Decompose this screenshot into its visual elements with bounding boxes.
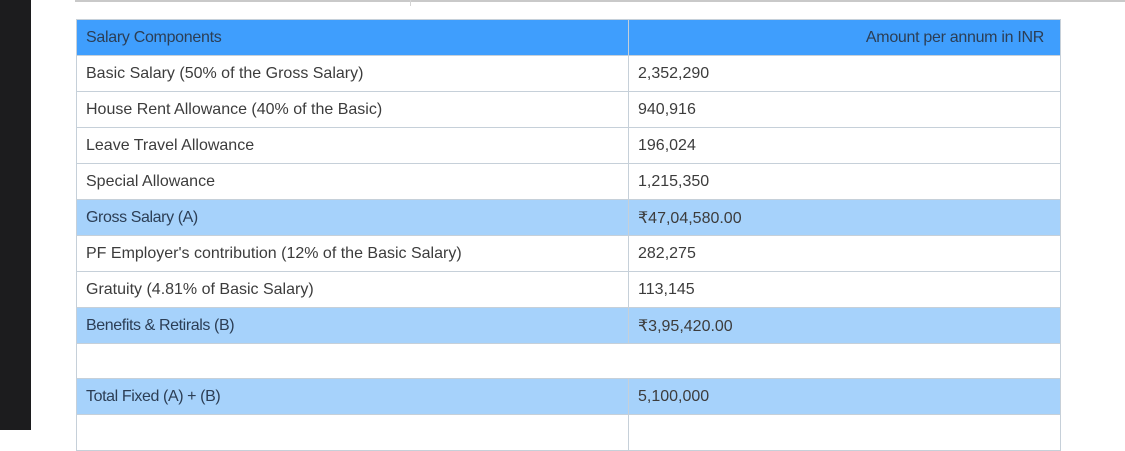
salary-breakdown-table: Salary Components Amount per annum in IN… bbox=[76, 19, 1061, 451]
table-row-hra: House Rent Allowance (40% of the Basic) … bbox=[76, 91, 1061, 128]
table-row-partial bbox=[76, 414, 1061, 451]
subtotal-label: Gross Salary (A) bbox=[76, 199, 629, 236]
subtotal-label: Benefits & Retirals (B) bbox=[76, 307, 629, 344]
spacer-cell bbox=[76, 343, 1061, 379]
table-row-lta: Leave Travel Allowance 196,024 bbox=[76, 127, 1061, 164]
table-header-row: Salary Components Amount per annum in IN… bbox=[76, 19, 1061, 56]
table-row-benefits-retirals: Benefits & Retirals (B) ₹3,95,420.00 bbox=[76, 307, 1061, 344]
salary-table-container: Salary Components Amount per annum in IN… bbox=[76, 19, 1061, 451]
row-label bbox=[76, 414, 629, 451]
table-row-total-fixed: Total Fixed (A) + (B) 5,100,000 bbox=[76, 378, 1061, 415]
row-label: Basic Salary (50% of the Gross Salary) bbox=[76, 55, 629, 92]
table-row-spacer bbox=[76, 343, 1061, 379]
subtotal-value: ₹47,04,580.00 bbox=[628, 199, 1061, 236]
table-row-pf-contribution: PF Employer's contribution (12% of the B… bbox=[76, 235, 1061, 272]
row-label: Special Allowance bbox=[76, 163, 629, 200]
total-value: 5,100,000 bbox=[628, 378, 1061, 415]
total-label: Total Fixed (A) + (B) bbox=[76, 378, 629, 415]
row-label: Leave Travel Allowance bbox=[76, 127, 629, 164]
row-value: 2,352,290 bbox=[628, 55, 1061, 92]
table-row-basic-salary: Basic Salary (50% of the Gross Salary) 2… bbox=[76, 55, 1061, 92]
row-value: 1,215,350 bbox=[628, 163, 1061, 200]
row-value: 940,916 bbox=[628, 91, 1061, 128]
row-label: PF Employer's contribution (12% of the B… bbox=[76, 235, 629, 272]
header-amount: Amount per annum in INR bbox=[628, 19, 1061, 56]
subtotal-value: ₹3,95,420.00 bbox=[628, 307, 1061, 344]
row-value bbox=[628, 414, 1061, 451]
row-value: 282,275 bbox=[628, 235, 1061, 272]
table-row-gratuity: Gratuity (4.81% of Basic Salary) 113,145 bbox=[76, 271, 1061, 308]
header-salary-components: Salary Components bbox=[76, 19, 629, 56]
row-value: 113,145 bbox=[628, 271, 1061, 308]
left-dark-panel bbox=[0, 0, 31, 430]
table-row-special-allowance: Special Allowance 1,215,350 bbox=[76, 163, 1061, 200]
row-value: 196,024 bbox=[628, 127, 1061, 164]
table-row-gross-salary: Gross Salary (A) ₹47,04,580.00 bbox=[76, 199, 1061, 236]
top-divider-tick bbox=[410, 0, 411, 6]
row-label: House Rent Allowance (40% of the Basic) bbox=[76, 91, 629, 128]
top-divider bbox=[75, 0, 1125, 2]
row-label: Gratuity (4.81% of Basic Salary) bbox=[76, 271, 629, 308]
